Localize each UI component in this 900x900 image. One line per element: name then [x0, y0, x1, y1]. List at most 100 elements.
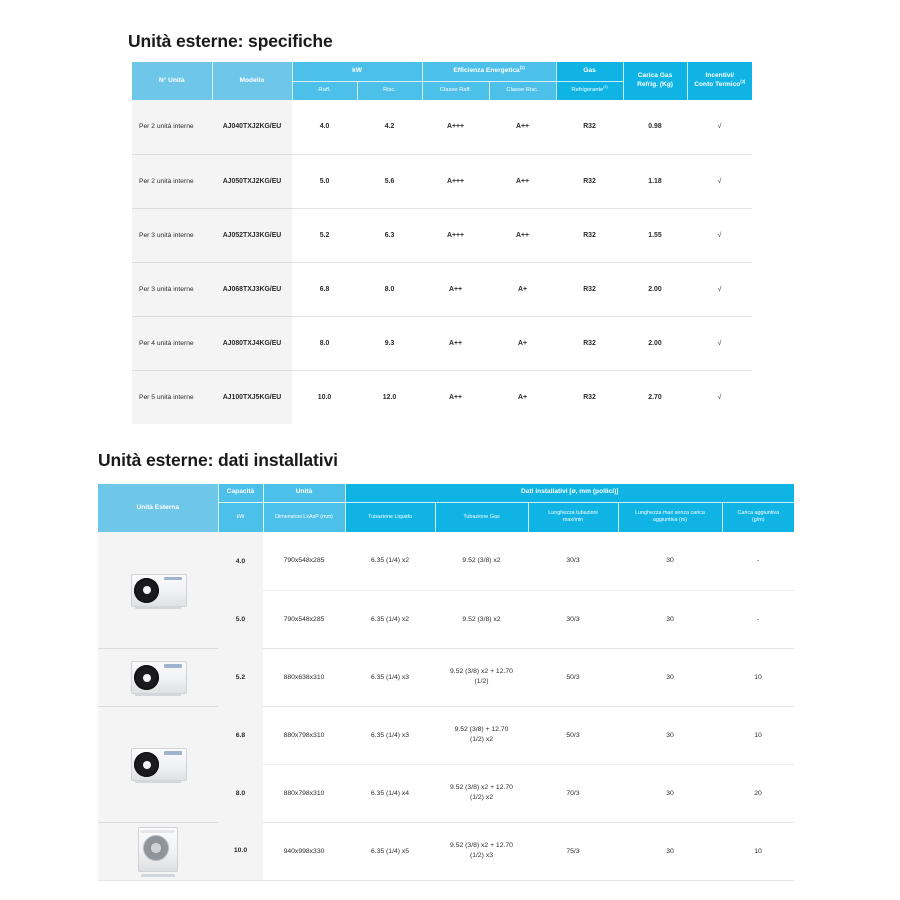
cell-modello: AJ068TXJ3KG/EU — [212, 262, 292, 317]
cell-incentivi: √ — [687, 262, 753, 317]
cell-lunghezza-max: 30 — [618, 648, 722, 707]
cell-carica-aggiuntiva: 10 — [722, 648, 795, 707]
cell-kw-risc: 5.6 — [357, 154, 423, 209]
cell-lunghezza-max: 30 — [618, 764, 722, 823]
cell-unita-esterna-image — [98, 822, 218, 881]
th-classe-risc: Classe Risc. — [489, 80, 557, 100]
cell-incentivi: √ — [687, 100, 753, 155]
cell-numero-unita: Per 3 unità interne — [132, 262, 212, 317]
cell-modello: AJ052TXJ3KG/EU — [212, 208, 292, 263]
cell-kw-raff: 8.0 — [292, 316, 357, 371]
cell-classe-raff: A+++ — [422, 100, 490, 155]
th-lunghezza-max-line1: Lunghezza max senza carica — [635, 509, 705, 516]
outdoor-unit-horizontal-small-icon — [127, 570, 189, 610]
outdoor-unit-vertical-icon — [135, 824, 181, 878]
cell-tubazione-gas: 9.52 (3/8) + 12.70 (1/2) x2 — [435, 706, 528, 765]
cell-carica-aggiuntiva: 20 — [722, 764, 795, 823]
cell-carica-gas: 2.00 — [623, 262, 688, 317]
th-capacita: Capacità — [218, 484, 264, 502]
cell-incentivi: √ — [687, 370, 753, 424]
cell-tubazione-liquido: 6.35 (1/4) x2 — [345, 590, 435, 649]
cell-lunghezza-tubazioni: 30/3 — [528, 590, 618, 649]
cell-numero-unita: Per 3 unità interne — [132, 208, 212, 263]
specifiche-table: N° Unità Modello kW Efficienza Energetic… — [132, 62, 753, 424]
cell-unita-esterna-image — [98, 532, 218, 649]
cell-tubazione-gas: 9.52 (3/8) x2 + 12.70 (1/2) x2 — [435, 764, 528, 823]
cell-tubazione-gas: 9.52 (3/8) x2 — [435, 532, 528, 591]
cell-carica-gas: 0.98 — [623, 100, 688, 155]
cell-kw-raff: 6.8 — [292, 262, 357, 317]
cell-numero-unita: Per 4 unità interne — [132, 316, 212, 371]
cell-tubazione-gas: 9.52 (3/8) x2 + 12.70 (1/2) — [435, 648, 528, 707]
table-row: Per 2 unità interne AJ050TXJ2KG/EU 5.0 5.6 A… — [132, 154, 753, 209]
cell-tubazione-gas: 9.52 (3/8) x2 + 12.70 (1/2) x3 — [435, 822, 528, 881]
cell-carica-gas: 1.55 — [623, 208, 688, 263]
cell-modello: AJ050TXJ2KG/EU — [212, 154, 292, 209]
cell-numero-unita: Per 5 unità interne — [132, 370, 212, 424]
cell-gas: R32 — [556, 262, 624, 317]
cell-gas: R32 — [556, 100, 624, 155]
outdoor-unit-horizontal-medium-icon — [127, 657, 189, 697]
th-unita-esterna: Unità Esterna — [98, 484, 219, 532]
table-row: Per 5 unità interne AJ100TXJ5KG/EU 10.0 12.… — [132, 370, 753, 424]
cell-classe-raff: A+++ — [422, 208, 490, 263]
cell-tubazione-liquido: 6.35 (1/4) x3 — [345, 648, 435, 707]
cell-kw-risc: 8.0 — [357, 262, 423, 317]
cell-classe-risc: A+ — [489, 316, 557, 371]
installativi-table-wrapper: Unità Esterna Capacità Unità Dati instal… — [98, 484, 795, 881]
cell-lunghezza-tubazioni: 50/3 — [528, 648, 618, 707]
cell-kw-raff: 10.0 — [292, 370, 357, 424]
cell-incentivi: √ — [687, 208, 753, 263]
header-row-sub-2: kW Dimensioni LxAxP (mm) Tubazione Liqui… — [98, 501, 795, 532]
cell-kw-risc: 6.3 — [357, 208, 423, 263]
cell-modello: AJ100TXJ5KG/EU — [212, 370, 292, 424]
cell-capacita: 6.8 — [218, 706, 263, 764]
cell-classe-risc: A++ — [489, 100, 557, 155]
installativi-table-body: 4.0 790x548x285 6.35 (1/4) x2 9.52 (3/8) x2… — [98, 532, 795, 881]
th-kw-risc: Risc. — [357, 80, 423, 100]
cell-classe-risc: A++ — [489, 154, 557, 209]
cell-kw-risc: 4.2 — [357, 100, 423, 155]
cell-unita-esterna-image — [98, 706, 218, 823]
header-row-top: N° Unità Modello kW Efficienza Energetic… — [132, 62, 753, 100]
cell-dimensioni: 790x548x285 — [263, 590, 345, 649]
cell-dimensioni: 880x798x310 — [263, 764, 345, 823]
th-carica-aggiuntiva-line1: Carica aggiuntiva — [737, 509, 780, 516]
cell-capacita: 4.0 — [218, 532, 263, 590]
th-numero-unita: N° Unità — [132, 62, 213, 100]
cell-classe-raff: A++ — [422, 370, 490, 424]
cell-tubazione-liquido: 6.35 (1/4) x2 — [345, 532, 435, 591]
th-group-kw: kW — [292, 62, 423, 81]
th-group-efficienza: Efficienza Energetica(1) — [422, 62, 557, 81]
cell-carica-aggiuntiva: - — [722, 532, 795, 591]
th-kw-raff: Raff. — [292, 80, 358, 100]
th-tubazione-gas: Tubazione Gas — [435, 501, 529, 532]
cell-tubazione-liquido: 6.35 (1/4) x4 — [345, 764, 435, 823]
cell-modello: AJ080TXJ4KG/EU — [212, 316, 292, 371]
cell-lunghezza-tubazioni: 50/3 — [528, 706, 618, 765]
table-row: Per 2 unità interne AJ040TXJ2KG/EU 4.0 4.2 A… — [132, 100, 753, 155]
th-gas-refrigerante-label: Refrigerante — [571, 86, 604, 93]
th-incentivi-sup: (3) — [740, 78, 746, 84]
specifiche-table-head: N° Unità Modello kW Efficienza Energetic… — [132, 62, 753, 100]
cell-carica-aggiuntiva: 10 — [722, 706, 795, 765]
th-group-dati-installativi: Dati installativi [ø, mm (pollici)] — [345, 484, 795, 502]
section-2-title: Unità esterne: dati installativi — [98, 450, 338, 470]
cell-kw-raff: 5.2 — [292, 208, 357, 263]
th-incentivi-line2: Conto Termico — [694, 81, 741, 88]
th-lunghezza-tubazioni: Lunghezza tubazioni max/min — [528, 501, 619, 532]
th-carica-aggiuntiva-line2: (g/m) — [751, 517, 765, 524]
table-row: 10.0 940x998x330 6.35 (1/4) x5 9.52 (3/8) x… — [98, 822, 795, 881]
table-row: 6.8 880x798x310 6.35 (1/4) x3 9.52 (3/8) + … — [98, 706, 795, 823]
cell-carica-gas: 1.18 — [623, 154, 688, 209]
cell-kw-raff: 5.0 — [292, 154, 357, 209]
cell-lunghezza-tubazioni: 70/3 — [528, 764, 618, 823]
cell-capacita: 8.0 — [218, 764, 263, 822]
cell-kw-raff: 4.0 — [292, 100, 357, 155]
th-unita: Unità — [263, 484, 346, 502]
outdoor-unit-horizontal-large-icon — [127, 744, 189, 784]
cell-capacita: 5.0 — [218, 590, 263, 648]
cell-gas: R32 — [556, 208, 624, 263]
cell-lunghezza-tubazioni: 75/3 — [528, 822, 618, 881]
